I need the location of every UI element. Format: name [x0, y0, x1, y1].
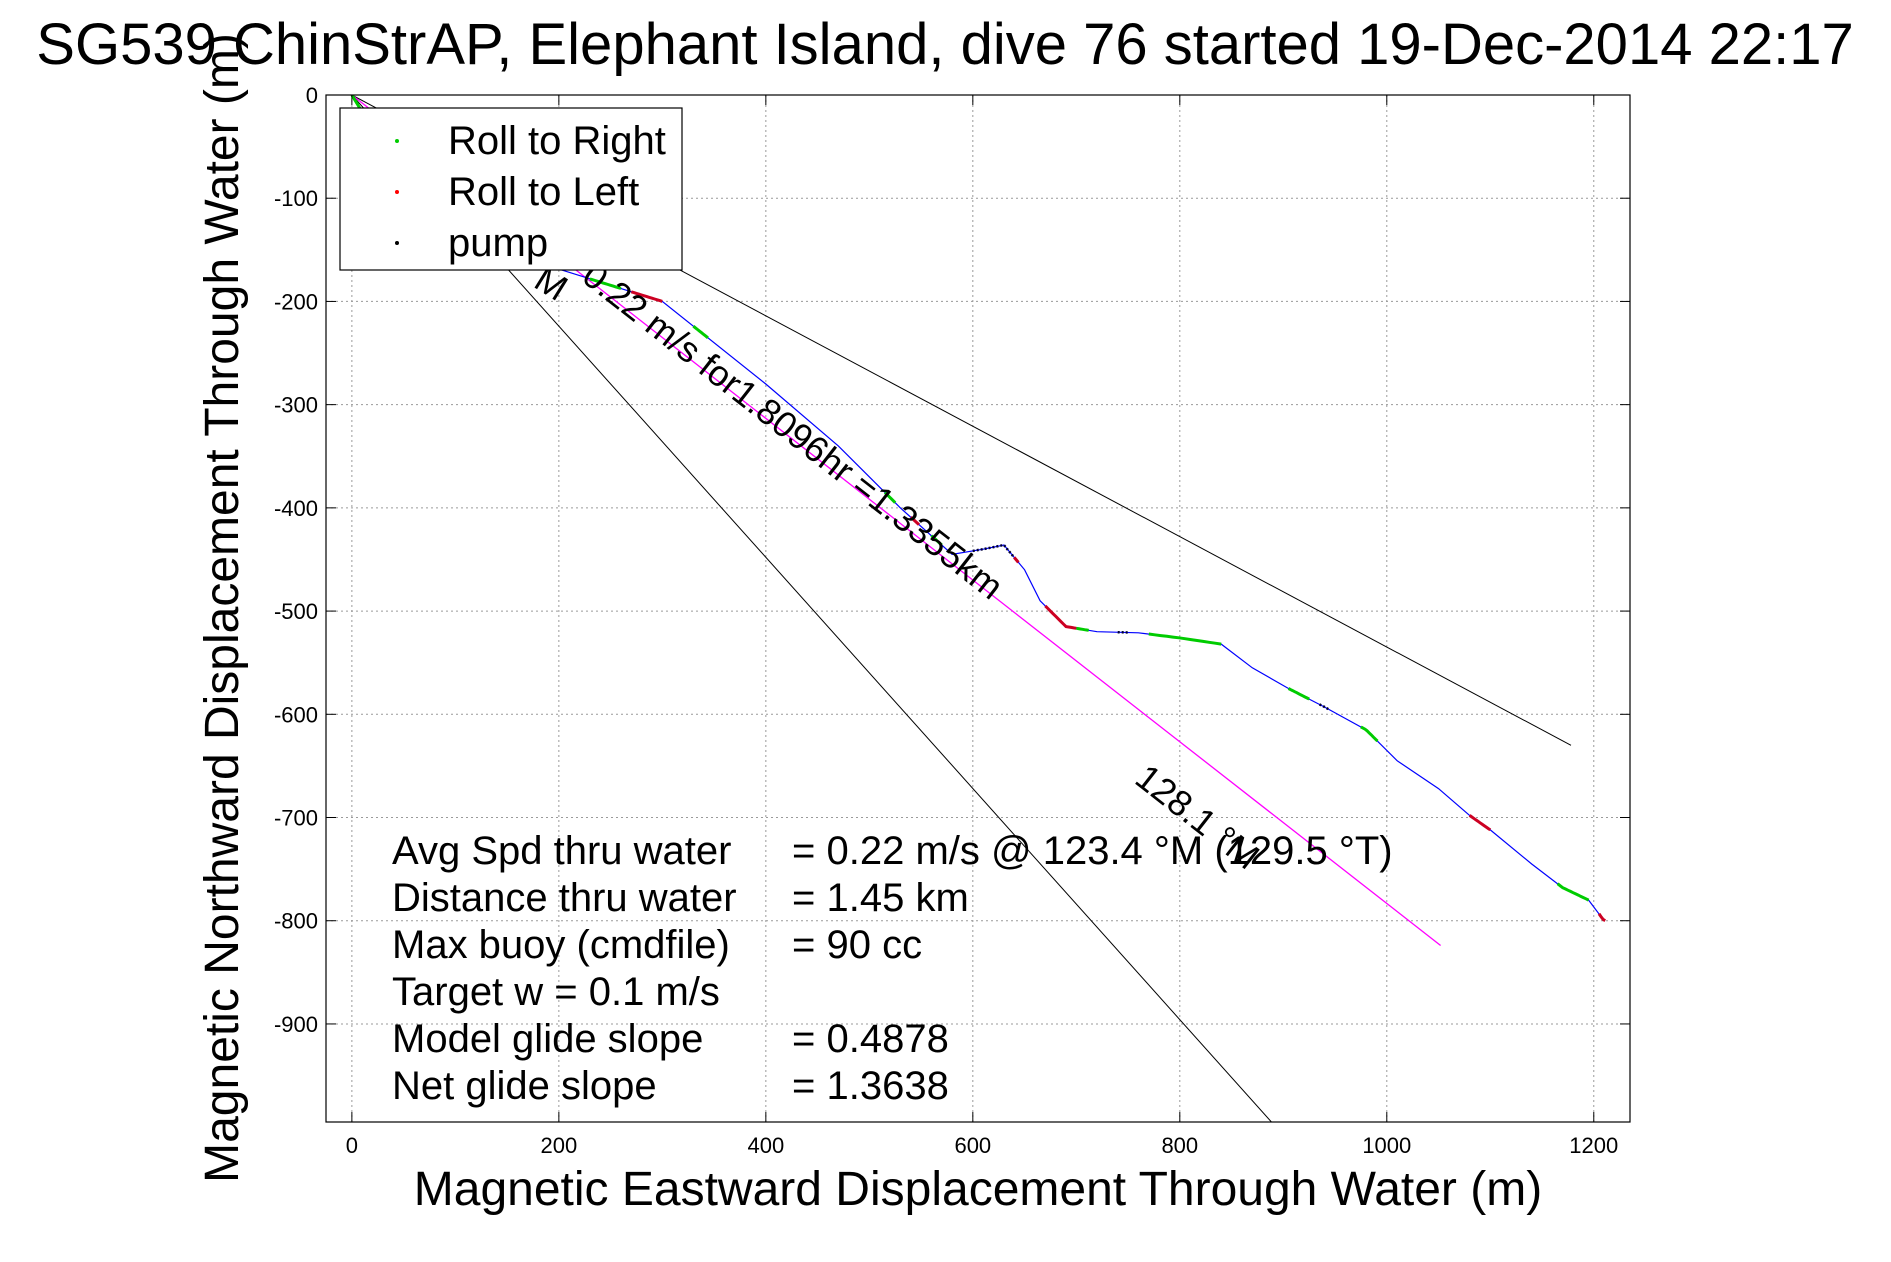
legend-marker-roll-left [395, 190, 399, 194]
x-axis-label: Magnetic Eastward Displacement Through W… [414, 1163, 1542, 1216]
roll-right-marker [1148, 632, 1222, 646]
roll-pump-markers [350, 95, 1606, 922]
axis-ticks: 0 200 400 600 800 1000 1200 0 -100 -200 -300 -400 -5… [274, 83, 1630, 1158]
dive-summary-annotation: Avg Spd thru water = 0.22 m/s @ 123.4 °M… [392, 829, 1393, 1108]
roll-left-marker [630, 290, 663, 303]
y-tick-label: -400 [274, 496, 318, 521]
roll-right-marker [1556, 882, 1590, 902]
y-tick-label: -300 [274, 393, 318, 418]
grid-lines [326, 94, 1630, 1122]
axes-box [325, 94, 1631, 1123]
legend-label-pump: pump [448, 221, 548, 265]
roll-left-marker [1044, 604, 1077, 630]
roll-right-marker [692, 325, 709, 339]
roll-right-marker [1287, 687, 1310, 701]
annotation-label: Distance thru water [392, 876, 737, 920]
x-tick-label: 1200 [1569, 1133, 1618, 1158]
y-tick-label: -800 [274, 909, 318, 934]
roll-left-marker [1468, 814, 1492, 832]
y-tick-label: -500 [274, 599, 318, 624]
x-tick-label: 800 [1161, 1133, 1198, 1158]
y-axis-label: Magnetic Northward Displacement Through … [196, 33, 249, 1183]
roll-right-marker [1360, 725, 1379, 743]
annotation-label: Max buoy (cmdfile) [392, 923, 730, 967]
x-tick-label: 200 [540, 1133, 577, 1158]
legend-marker-pump [395, 241, 399, 245]
annotation-value: = 0.4878 [792, 1017, 949, 1061]
y-tick-label: -900 [274, 1012, 318, 1037]
legend: Roll to Right Roll to Left pump [339, 107, 683, 271]
annotation-value: = 1.3638 [792, 1064, 949, 1108]
annotation-value: = 0.22 m/s @ 123.4 °M (129.5 °T) [792, 829, 1393, 873]
annotation-label: Model glide slope [392, 1017, 703, 1061]
legend-label-roll-right: Roll to Right [448, 119, 666, 163]
roll-right-marker [1076, 626, 1089, 632]
roll-left-marker [909, 516, 921, 526]
pump-marker [1318, 703, 1331, 712]
pump-marker [972, 543, 1016, 559]
roll-left-marker [1597, 912, 1606, 922]
y-tick-label: -700 [274, 806, 318, 831]
x-tick-label: 0 [346, 1133, 358, 1158]
legend-label-roll-left: Roll to Left [448, 170, 639, 214]
roll-right-marker [589, 277, 622, 290]
annotation-label: Avg Spd thru water [392, 829, 731, 873]
annotation-value: = 1.45 km [792, 876, 969, 920]
y-tick-label: -200 [274, 289, 318, 314]
y-tick-label: -600 [274, 702, 318, 727]
annotation-label: Net glide slope [392, 1064, 657, 1108]
roll-left-marker [1013, 556, 1020, 564]
roll-right-marker [883, 491, 897, 504]
legend-marker-roll-right [395, 139, 399, 143]
y-tick-label: 0 [306, 83, 318, 108]
annotation-value: = 90 cc [792, 923, 922, 967]
x-tick-label: 1000 [1362, 1133, 1411, 1158]
x-tick-label: 400 [747, 1133, 784, 1158]
chart-title: SG539 ChinStrAP, Elephant Island, dive 7… [36, 12, 1853, 77]
y-tick-label: -100 [274, 186, 318, 211]
roll-right-marker [930, 534, 943, 547]
annotation-label: Target w = 0.1 m/s [392, 970, 720, 1014]
x-tick-label: 600 [954, 1133, 991, 1158]
